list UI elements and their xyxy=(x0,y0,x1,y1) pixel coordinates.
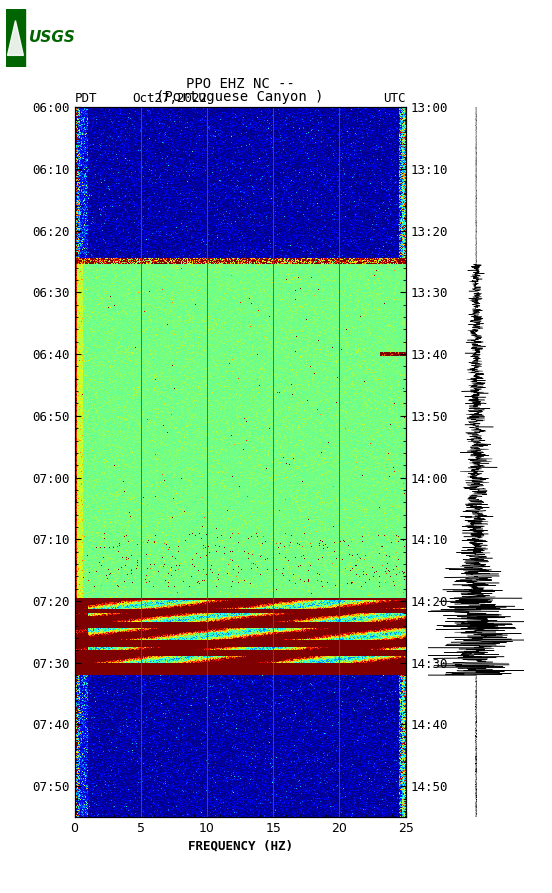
Polygon shape xyxy=(8,21,23,55)
Text: PDT: PDT xyxy=(75,92,97,105)
X-axis label: FREQUENCY (HZ): FREQUENCY (HZ) xyxy=(188,839,293,852)
Text: USGS: USGS xyxy=(29,30,76,46)
Text: (Portuguese Canyon ): (Portuguese Canyon ) xyxy=(156,89,324,104)
Text: Oct27,2022: Oct27,2022 xyxy=(132,92,208,105)
Text: UTC: UTC xyxy=(383,92,406,105)
Polygon shape xyxy=(6,9,25,67)
Text: PPO EHZ NC --: PPO EHZ NC -- xyxy=(185,77,295,91)
